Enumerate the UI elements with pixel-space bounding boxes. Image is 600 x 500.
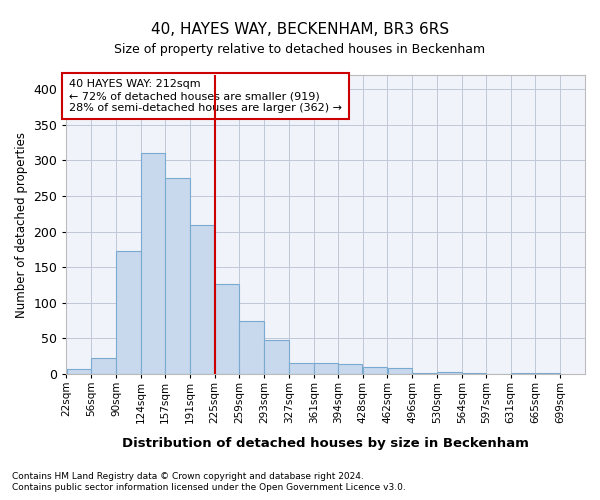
Bar — [215, 284, 239, 374]
Text: Contains public sector information licensed under the Open Government Licence v3: Contains public sector information licen… — [12, 484, 406, 492]
Text: Size of property relative to detached houses in Beckenham: Size of property relative to detached ho… — [115, 42, 485, 56]
Text: Contains HM Land Registry data © Crown copyright and database right 2024.: Contains HM Land Registry data © Crown c… — [12, 472, 364, 481]
Bar — [91, 358, 116, 374]
Text: 40, HAYES WAY, BECKENHAM, BR3 6RS: 40, HAYES WAY, BECKENHAM, BR3 6RS — [151, 22, 449, 38]
Bar — [363, 367, 387, 374]
Bar — [289, 362, 314, 374]
X-axis label: Distribution of detached houses by size in Beckenham: Distribution of detached houses by size … — [122, 437, 529, 450]
Bar — [67, 369, 91, 374]
Bar — [338, 364, 362, 374]
Bar — [165, 178, 190, 374]
Bar — [314, 362, 338, 374]
Bar — [239, 320, 264, 374]
Y-axis label: Number of detached properties: Number of detached properties — [15, 132, 28, 318]
Bar — [264, 340, 289, 374]
Bar — [141, 154, 165, 374]
Bar — [536, 372, 560, 374]
Bar — [116, 251, 140, 374]
Text: 40 HAYES WAY: 212sqm
← 72% of detached houses are smaller (919)
28% of semi-deta: 40 HAYES WAY: 212sqm ← 72% of detached h… — [69, 80, 342, 112]
Bar — [412, 372, 437, 374]
Bar — [388, 368, 412, 374]
Bar — [190, 224, 214, 374]
Bar — [437, 372, 461, 374]
